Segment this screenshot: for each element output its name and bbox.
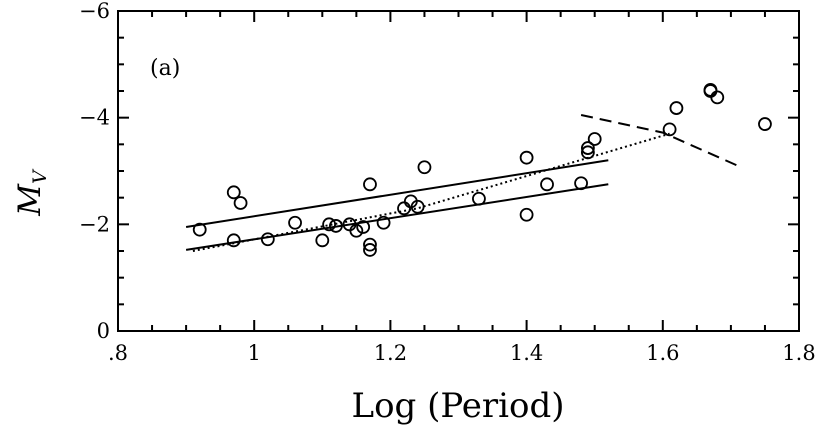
data-point [315,233,330,248]
data-point [758,117,772,131]
data-point [288,215,302,230]
fit-lines [185,114,739,252]
y-tick-label: −4 [79,106,110,130]
data-point [710,90,725,105]
x-tick-label: 1.2 [374,341,407,365]
panel-label: (a) [150,56,180,81]
y-axis-title: MV [12,168,51,217]
dotted-fit-line [192,132,670,252]
data-point [519,207,534,222]
solid-fit-line [185,159,609,228]
data-point [363,237,377,252]
y-tick-label: −6 [79,0,110,23]
solid-fit-line [185,183,609,251]
data-point [472,191,486,206]
y-axis-title-main: M [12,183,48,217]
data-point [192,222,207,237]
dashed-fit-line [580,114,739,167]
x-tick-label: 1.4 [510,341,543,365]
data-point [519,150,534,165]
data-point [662,122,677,137]
data-point [574,176,588,191]
data-point [233,196,248,210]
data-point [669,101,684,115]
x-tick-label: 1.8 [782,341,815,365]
data-point [540,177,554,192]
x-tick-label: 1.6 [646,341,679,365]
data-point [322,217,337,232]
data-points [192,83,772,257]
svg-text:MV: MV [12,168,51,217]
data-point [260,232,275,247]
plot-frame [117,10,800,332]
data-point [410,199,425,214]
data-point [349,223,364,238]
data-point [417,160,432,175]
y-axis-title-subscript: V [29,168,51,184]
data-point [376,215,391,230]
x-axis-title: Log (Period) [352,386,565,425]
data-point [587,132,602,146]
axis-tick-labels: .8 1 1.2 1.4 1.6 1.8 0 −2 −4 −6 [79,0,816,365]
data-point [580,145,595,160]
data-point [226,233,241,248]
data-point [363,243,377,257]
data-point [226,185,241,200]
data-point [356,220,371,234]
y-tick-label: −2 [79,212,110,236]
data-point [329,219,343,233]
x-tick-label: 1 [248,341,261,365]
x-tick-label: .8 [108,341,128,365]
axis-ticks [117,10,800,332]
data-point [580,141,595,155]
data-point [397,201,411,216]
y-tick-label: 0 [97,319,110,343]
data-point [363,177,377,192]
